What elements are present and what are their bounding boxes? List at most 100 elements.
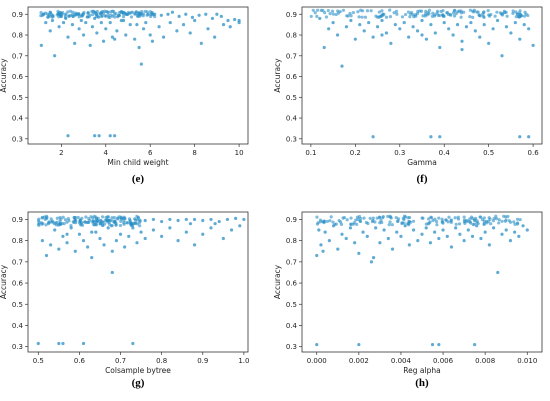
data-point — [460, 39, 464, 43]
data-point — [400, 221, 404, 226]
data-point — [123, 245, 127, 249]
data-point — [98, 236, 102, 241]
data-point — [468, 8, 473, 12]
data-point — [103, 9, 107, 13]
data-point — [464, 25, 469, 29]
data-point — [85, 15, 90, 19]
data-point — [125, 221, 130, 225]
data-point — [49, 243, 53, 247]
data-point — [396, 217, 401, 221]
panel-caption: (f) — [417, 173, 428, 185]
data-point — [495, 10, 499, 14]
data-point — [73, 249, 77, 253]
x-tick-label: 0.2 — [350, 149, 361, 157]
data-point — [478, 35, 482, 39]
data-point — [176, 218, 180, 223]
data-point — [487, 216, 491, 220]
data-point — [358, 23, 362, 27]
x-tick-label: 0.5 — [483, 149, 494, 157]
data-point — [369, 260, 374, 264]
data-point — [407, 243, 411, 247]
data-point — [491, 226, 496, 230]
x-axis-label: Colsample bytree — [105, 366, 171, 375]
data-point — [92, 223, 97, 227]
data-point — [219, 14, 223, 18]
data-point — [425, 13, 429, 17]
data-point — [112, 215, 116, 220]
data-point — [447, 215, 451, 219]
data-point — [441, 228, 445, 232]
data-point — [135, 214, 139, 218]
x-tick-label: 1.0 — [238, 357, 249, 365]
data-point — [106, 226, 110, 230]
panel-caption: (g) — [132, 377, 145, 389]
data-point — [77, 27, 81, 31]
y-tick-label: 0.3 — [286, 135, 297, 143]
x-tick-label: 2 — [59, 149, 63, 157]
data-point — [139, 62, 143, 66]
data-point — [71, 14, 75, 19]
data-point — [496, 270, 500, 275]
data-point — [437, 236, 441, 241]
data-point — [98, 219, 103, 223]
y-tick-label: 0.4 — [286, 115, 298, 123]
data-point — [184, 12, 188, 16]
panel-caption: (e) — [132, 173, 145, 185]
x-axis-label: Gamma — [407, 158, 437, 167]
data-point — [400, 15, 405, 19]
y-tick-label: 0.3 — [12, 135, 23, 143]
data-point — [349, 222, 353, 226]
data-point — [356, 10, 360, 14]
data-point — [188, 31, 192, 35]
data-point — [72, 215, 76, 220]
x-tick-label: 8 — [192, 149, 196, 157]
data-point — [362, 216, 366, 220]
data-point — [233, 17, 237, 22]
data-point — [86, 11, 90, 15]
data-point — [520, 14, 524, 18]
data-point — [159, 13, 163, 17]
data-point — [58, 10, 63, 15]
data-point — [441, 9, 445, 13]
data-point — [497, 221, 501, 225]
data-point — [45, 217, 49, 221]
data-point — [144, 20, 148, 25]
data-point — [432, 14, 437, 18]
data-point — [384, 31, 389, 35]
data-point — [71, 10, 75, 14]
data-point — [328, 12, 332, 16]
data-point — [462, 215, 466, 219]
data-point — [150, 39, 155, 43]
data-point — [130, 10, 135, 14]
data-point — [371, 135, 375, 139]
data-point — [449, 220, 453, 224]
data-point — [317, 228, 321, 232]
data-point — [435, 223, 439, 227]
data-point — [100, 14, 104, 18]
data-point — [323, 230, 327, 234]
data-point — [344, 25, 349, 29]
data-point — [487, 243, 491, 247]
data-point — [380, 220, 384, 225]
data-point — [321, 249, 325, 253]
data-point — [511, 9, 515, 13]
data-point — [184, 217, 188, 222]
data-point — [64, 16, 68, 21]
data-point — [331, 224, 336, 228]
data-point — [466, 228, 470, 232]
data-point — [451, 11, 456, 15]
data-point — [137, 11, 141, 15]
data-point — [119, 219, 123, 224]
y-tick-label: 0.5 — [12, 94, 23, 102]
data-point — [424, 37, 429, 41]
data-point — [105, 215, 110, 219]
data-point — [105, 218, 109, 222]
data-point — [108, 15, 112, 19]
data-point — [237, 18, 241, 23]
y-tick-label: 0.4 — [286, 322, 298, 330]
data-point — [168, 217, 172, 222]
data-point — [437, 216, 441, 220]
data-point — [150, 11, 154, 15]
data-point — [319, 8, 323, 12]
data-point — [113, 134, 117, 138]
